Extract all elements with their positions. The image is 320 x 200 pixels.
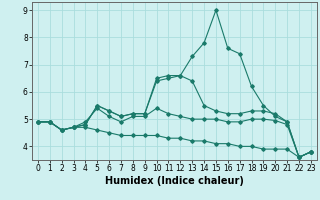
X-axis label: Humidex (Indice chaleur): Humidex (Indice chaleur) xyxy=(105,176,244,186)
